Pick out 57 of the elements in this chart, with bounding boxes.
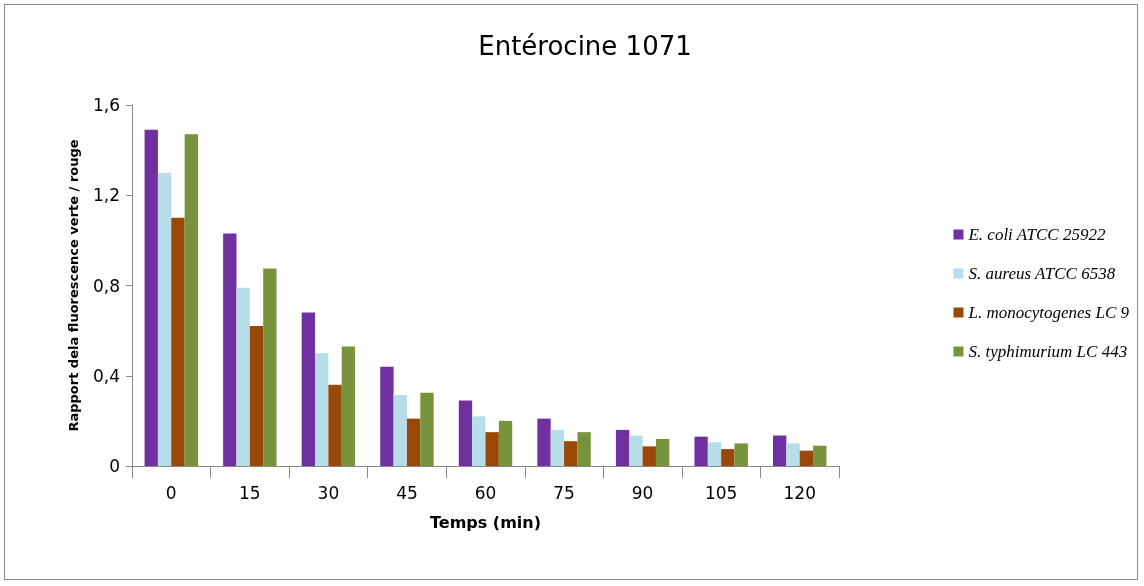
legend-label: S. aureus ATCC 6538 — [968, 264, 1116, 283]
bar — [315, 353, 329, 466]
bar — [799, 450, 814, 466]
bar — [642, 446, 656, 466]
chart-title: Entérocine 1071 — [478, 31, 692, 61]
bar — [564, 441, 578, 466]
x-tick-label: 90 — [631, 482, 654, 503]
bar — [537, 418, 551, 466]
bar — [157, 172, 172, 466]
bar — [236, 287, 250, 466]
bar — [144, 129, 158, 466]
bar — [406, 418, 421, 466]
bar — [786, 443, 800, 466]
bar — [393, 394, 407, 466]
x-tick-label: 15 — [239, 482, 261, 503]
y-tick-label: 0,4 — [92, 365, 120, 386]
bar — [721, 449, 735, 466]
bar — [707, 442, 722, 466]
bar — [734, 443, 748, 466]
bar — [485, 432, 499, 466]
legend-label: E. coli ATCC 25922 — [967, 225, 1106, 244]
bar — [577, 432, 591, 466]
bar — [171, 217, 185, 466]
bar — [629, 435, 643, 466]
y-tick-label: 0 — [109, 456, 120, 476]
bar — [458, 400, 473, 466]
x-tick-label: 30 — [317, 482, 340, 503]
x-tick-label: 60 — [474, 482, 497, 503]
bar — [694, 436, 708, 466]
bar — [380, 366, 394, 466]
x-tick-label: 75 — [553, 482, 575, 503]
legend-label: S. typhimurium LC 443 — [968, 342, 1128, 361]
bar — [498, 420, 513, 466]
bar — [223, 233, 237, 466]
y-tick-label: 0,8 — [92, 275, 120, 296]
bar — [263, 268, 277, 466]
bar — [420, 392, 434, 466]
x-tick-label: 120 — [783, 482, 816, 503]
bar — [615, 429, 630, 466]
x-tick-label: 0 — [165, 482, 177, 503]
bar — [328, 384, 342, 466]
bar — [773, 435, 787, 466]
x-tick-label: 45 — [396, 482, 418, 503]
bar — [550, 429, 565, 466]
legend-label: L. monocytogenes LC 9 — [967, 303, 1130, 322]
bar — [301, 312, 316, 466]
y-tick-label: 1,2 — [92, 185, 120, 206]
bar — [655, 438, 670, 466]
bar — [249, 326, 264, 466]
bar — [472, 416, 486, 466]
bar — [813, 445, 827, 466]
bar — [184, 134, 198, 466]
x-axis-title: Temps (min) — [429, 512, 542, 532]
y-axis-title: Rapport dela fluorescence verte / rouge — [66, 139, 81, 432]
bar — [341, 346, 356, 466]
y-tick-label: 1,6 — [92, 95, 120, 115]
x-tick-label: 105 — [704, 482, 738, 503]
